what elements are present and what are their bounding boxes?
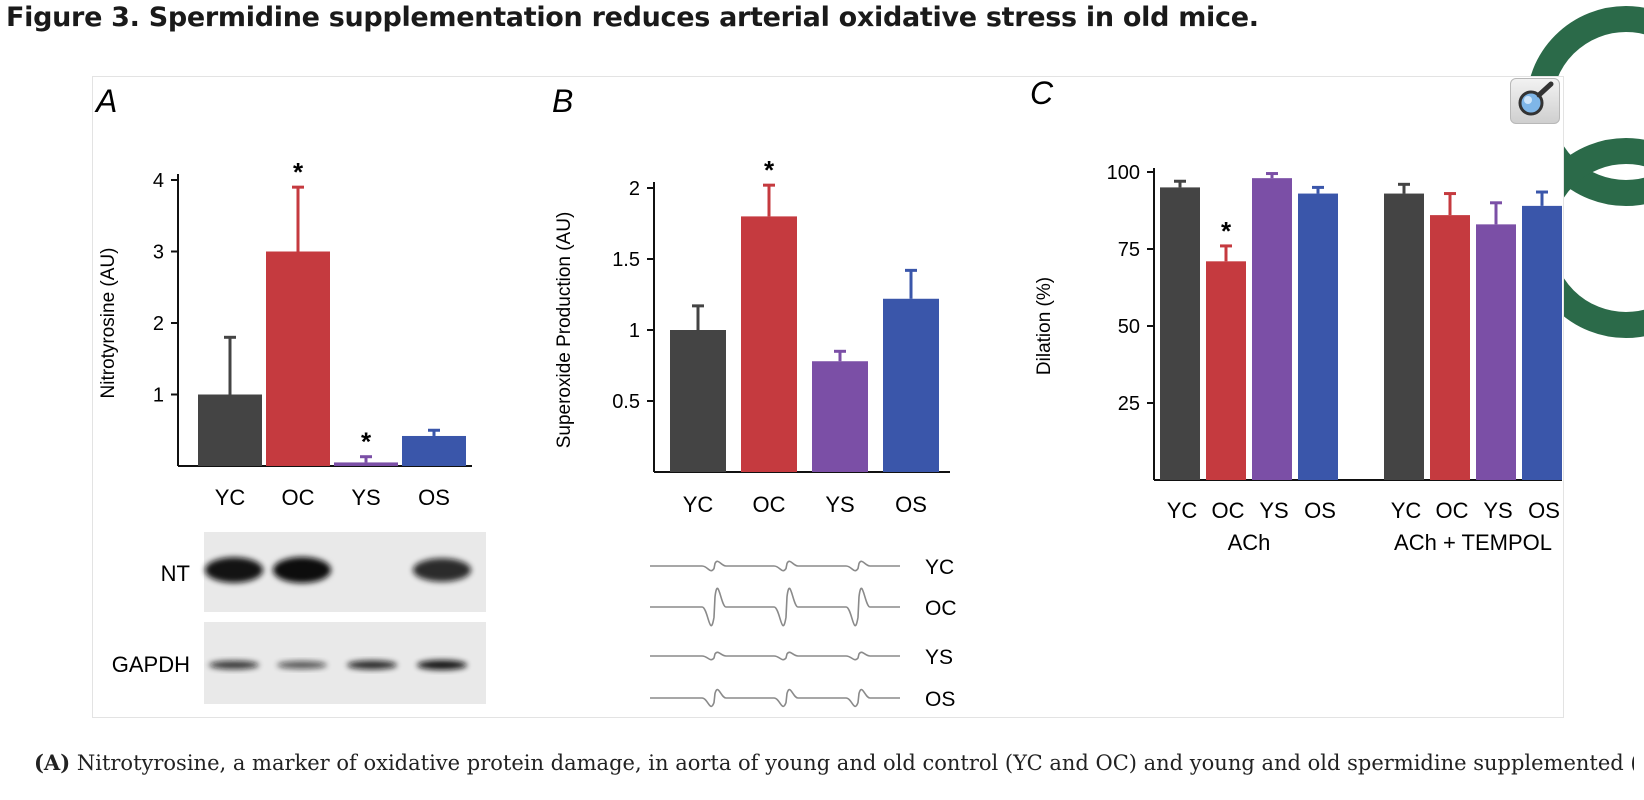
panel-c-y-tick-label: 25 [1118,393,1140,415]
figure-title: Figure 3. Spermidine supplementation red… [6,2,1259,33]
panel-c-y-axis-label: Dilation (%) [1034,277,1055,375]
panel-c-x-tick-label: OC [1436,498,1469,523]
panel-c-bar-yc [1384,193,1424,480]
panel-c-x-tick-label: OS [1304,498,1336,523]
panel-a-y-tick-label: 4 [153,170,164,192]
panel-a-letter: A [94,83,117,119]
panel-b-x-tick-label: YS [825,492,854,517]
panel-a-x-tick-label: OS [418,485,450,510]
epr-trace-label: OS [925,688,955,711]
panel-c-letter: C [1030,75,1054,111]
panel-b-bar-oc [741,216,797,472]
panel-a-significance-star: * [361,427,372,457]
panel-b-y-tick-label: 1.5 [612,249,640,271]
blot-row-label: GAPDH [112,652,190,677]
epr-trace-label: YS [925,646,953,669]
panel-c-bar-oc [1206,261,1246,480]
panel-c-x-tick-label: YS [1483,498,1512,523]
blot-band [277,661,327,669]
figure-caption: (A) Nitrotyrosine, a marker of oxidative… [34,750,1634,775]
blot-band [273,557,331,583]
panel-b-y-tick-label: 1 [629,320,640,342]
magnifier-icon [1518,81,1554,116]
panel-b-x-tick-label: YC [683,492,714,517]
panel-b-letter: B [552,83,573,119]
panel-a-y-axis-label: Nitrotyrosine (AU) [98,248,119,399]
panel-b-y-tick-label: 2 [629,178,640,200]
panel-b-bar-yc [670,330,726,472]
panel-b-epr-spectra: YC OC YS OS [650,556,957,711]
panel-b-x-tick-label: OS [895,492,927,517]
panel-a-bar-oc [266,251,330,466]
epr-trace-oc [650,587,900,627]
blot-band [205,557,263,583]
panel-c-y-tick-label: 50 [1118,316,1140,338]
panel-c-bar-os [1298,193,1338,480]
panel-b-chart: 0.5 1 1.5 2 Superoxide Production (AU) YC * OC Y… [554,155,950,517]
panel-c-group-label: ACh + TEMPOL [1394,530,1552,555]
panel-c-chart: 25 50 75 100 Dilation (%) YC * OC YS OS ACh YC OC YS O… [1034,162,1562,555]
panel-c-x-tick-label: YC [1167,498,1198,523]
panel-a-y-tick-label: 3 [153,242,164,264]
blot-band [413,558,471,582]
panel-a-y-tick-label: 1 [153,385,164,407]
epr-trace-label: OC [925,597,957,620]
panel-a-western-blot: NT GAPDH [112,532,486,704]
epr-trace-os [650,688,900,708]
panel-c-bar-oc [1430,215,1470,480]
panel-c-x-tick-label: OC [1212,498,1245,523]
panel-b-x-tick-label: OC [753,492,786,517]
panel-a-significance-star: * [293,157,304,187]
panel-a-bar-ys [334,462,398,466]
panel-c-group-label: ACh [1228,530,1271,555]
panel-a-x-tick-label: YS [351,485,380,510]
caption-label: (A) [34,750,71,775]
panel-c-bar-ys [1252,178,1292,480]
panel-c-bar-ys [1476,224,1516,480]
panel-b-significance-star: * [764,155,775,185]
blot-band [417,660,467,670]
panel-a-bar-os [402,435,466,466]
panel-b-bar-ys [812,361,868,472]
panel-c-x-tick-label: YC [1391,498,1422,523]
epr-trace-ys [650,651,900,661]
panel-a-x-tick-label: YC [215,485,246,510]
panel-a-chart: 1 2 3 4 Nitrotyrosine (AU) YC * OC * YS OS [98,157,472,510]
panel-c-bar-os [1522,205,1562,480]
caption-text: Nitrotyrosine, a marker of oxidative pro… [76,751,1634,775]
panel-c-bar-yc [1160,187,1200,480]
panel-b-bar-os [883,298,939,472]
panel-c-x-tick-label: OS [1528,498,1560,523]
panel-a-bar-yc [198,394,262,466]
panel-a-y-tick-label: 2 [153,313,164,335]
blot-band [347,660,397,670]
epr-trace-label: YC [925,556,954,579]
panel-a-x-tick-label: OC [282,485,315,510]
epr-trace-yc [650,560,900,572]
panel-c-y-tick-label: 100 [1107,162,1140,184]
panel-b-y-tick-label: 0.5 [612,391,640,413]
panel-c-y-tick-label: 75 [1118,239,1140,261]
blot-band [209,660,259,670]
panel-b-y-axis-label: Superoxide Production (AU) [554,212,575,449]
panel-c-x-tick-label: YS [1259,498,1288,523]
zoom-button[interactable] [1510,78,1560,124]
panel-c-significance-star: * [1221,216,1232,246]
blot-row-label: NT [161,561,190,586]
